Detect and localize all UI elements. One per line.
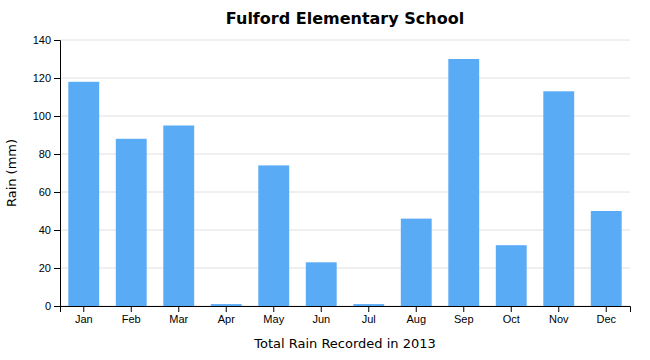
y-tick-mark bbox=[54, 192, 60, 193]
bar bbox=[258, 165, 289, 306]
y-tick: 60 bbox=[39, 186, 60, 198]
x-tick: Jul bbox=[362, 306, 376, 325]
title: Fulford Elementary School bbox=[226, 9, 464, 28]
bar bbox=[496, 245, 527, 306]
y-tick-mark bbox=[54, 116, 60, 117]
x-tick-label: Sep bbox=[454, 313, 474, 325]
y-tick-label: 140 bbox=[33, 34, 51, 46]
y-tick-mark bbox=[54, 306, 60, 307]
x-tick-label: Dec bbox=[596, 313, 616, 325]
x-tick-mark bbox=[178, 306, 179, 312]
x-tick: Nov bbox=[549, 306, 569, 325]
y-tick: 80 bbox=[39, 148, 60, 160]
bar bbox=[68, 82, 99, 306]
x-tick: Jan bbox=[75, 306, 93, 325]
x-tick: Apr bbox=[218, 306, 235, 325]
x-tick-label: Jul bbox=[362, 313, 376, 325]
x-tick-mark bbox=[368, 306, 369, 312]
x-tick: Dec bbox=[596, 306, 616, 325]
x-tick-label: Jun bbox=[312, 313, 330, 325]
y-tick: 140 bbox=[33, 34, 60, 46]
x-tick-mark bbox=[273, 306, 274, 312]
grid bbox=[60, 40, 630, 306]
y-tick: 100 bbox=[33, 110, 60, 122]
x-tick: Jun bbox=[312, 306, 330, 325]
x-tick-mark bbox=[511, 306, 512, 312]
x-tick-label: Feb bbox=[122, 313, 141, 325]
y-tick-label: 120 bbox=[33, 72, 51, 84]
y-tick: 40 bbox=[39, 224, 60, 236]
x-tick-mark bbox=[131, 306, 132, 312]
x-axis: Jan Feb Mar Apr May Jun Jul Aug Sep Oct Nov Dec bbox=[61, 306, 631, 325]
y-tick-mark bbox=[54, 154, 60, 155]
x-tick-label: Mar bbox=[169, 313, 188, 325]
x-tick: Aug bbox=[406, 306, 426, 325]
y-tick-mark bbox=[54, 78, 60, 79]
x-tick-label: May bbox=[263, 313, 284, 325]
x-tick-mark bbox=[606, 306, 607, 312]
x-tick-mark bbox=[463, 306, 464, 312]
x-tick-label: Oct bbox=[503, 313, 520, 325]
y-tick-label: 100 bbox=[33, 110, 51, 122]
y-tick-mark bbox=[54, 40, 60, 41]
y-tick: 120 bbox=[33, 72, 60, 84]
x-axis-line bbox=[61, 307, 631, 313]
bar bbox=[591, 211, 622, 306]
chart-container: Jan Feb Mar Apr May Jun Jul Aug Sep Oct Nov Dec 0 20 4… bbox=[0, 0, 650, 360]
x-tick: Sep bbox=[454, 306, 474, 325]
grid-line bbox=[60, 40, 630, 41]
x-tick-label: Nov bbox=[549, 313, 569, 325]
bar bbox=[306, 262, 337, 306]
bar bbox=[163, 126, 194, 307]
x-tick: Feb bbox=[122, 306, 141, 325]
x-tick-mark bbox=[321, 306, 322, 312]
x-tick-mark bbox=[558, 306, 559, 312]
x-tick: May bbox=[263, 306, 284, 325]
grid-line bbox=[60, 78, 630, 79]
y-tick: 20 bbox=[39, 262, 60, 274]
x-tick-mark bbox=[83, 306, 84, 312]
y-tick-label: 80 bbox=[39, 148, 51, 160]
y-tick-label: 20 bbox=[39, 262, 51, 274]
bar bbox=[116, 139, 147, 306]
x-tick-label: Jan bbox=[75, 313, 93, 325]
y-tick-mark bbox=[54, 268, 60, 269]
bar bbox=[543, 91, 574, 306]
y-tick-mark bbox=[54, 230, 60, 231]
x-tick-label: Aug bbox=[406, 313, 426, 325]
x-tick-mark bbox=[416, 306, 417, 312]
x-axis-title: Total Rain Recorded in 2013 bbox=[253, 336, 436, 351]
bar bbox=[448, 59, 479, 306]
y-axis: 0 20 40 60 80 100 120 140 bbox=[33, 34, 61, 312]
x-tick-mark bbox=[226, 306, 227, 312]
bar bbox=[353, 304, 384, 306]
chart-svg: Jan Feb Mar Apr May Jun Jul Aug Sep Oct Nov Dec 0 20 4… bbox=[0, 0, 650, 360]
y-tick: 0 bbox=[45, 300, 60, 312]
y-tick-label: 60 bbox=[39, 186, 51, 198]
x-tick-label: Apr bbox=[218, 313, 235, 325]
y-axis-title: Rain (mm) bbox=[4, 139, 19, 207]
y-tick-label: 0 bbox=[45, 300, 51, 312]
x-tick: Mar bbox=[169, 306, 188, 325]
bar bbox=[401, 219, 432, 306]
y-axis-line bbox=[54, 41, 61, 307]
x-tick: Oct bbox=[503, 306, 520, 325]
bar bbox=[211, 304, 242, 306]
bars bbox=[68, 59, 621, 306]
plot-area: Jan Feb Mar Apr May Jun Jul Aug Sep Oct Nov Dec 0 20 4… bbox=[33, 34, 631, 325]
y-tick-label: 40 bbox=[39, 224, 51, 236]
